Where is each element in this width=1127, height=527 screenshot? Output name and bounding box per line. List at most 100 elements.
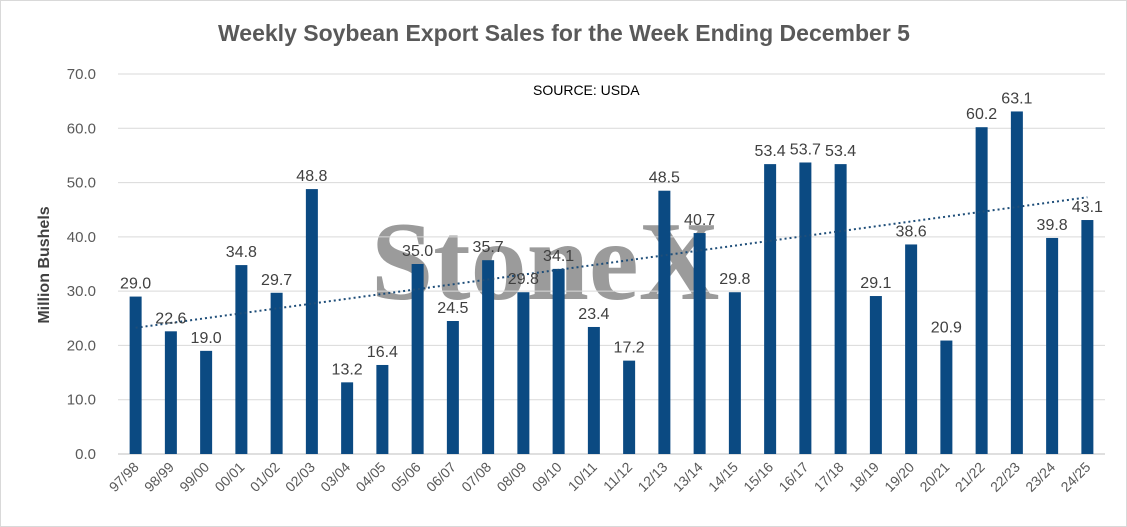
bar — [482, 260, 495, 454]
x-tick-label: 12/13 — [634, 459, 670, 495]
data-labels: 29.022.6 19.0 34.829.7 48.8 13.216.4 35.0 24.5… — [120, 90, 1103, 378]
bar — [270, 292, 283, 454]
bar — [1010, 111, 1023, 454]
data-label: 22.6 — [155, 310, 186, 327]
y-tick-label: 50.0 — [67, 175, 96, 192]
y-tick-label: 30.0 — [67, 283, 96, 300]
y-tick-label: 70.0 — [67, 66, 96, 83]
y-axis-ticks: 0.0 10.0 20.0 30.0 40.0 50.0 60.0 70.0 — [67, 66, 96, 463]
x-tick-label: 10/11 — [565, 459, 601, 495]
data-label: 29.0 — [120, 276, 151, 293]
data-label: 24.5 — [437, 300, 468, 317]
bar — [200, 350, 213, 454]
x-tick-label: 15/16 — [740, 459, 776, 495]
x-tick-label: 02/03 — [282, 459, 318, 495]
trendline — [135, 196, 1088, 329]
data-label: 63.1 — [1001, 90, 1032, 107]
bar — [164, 331, 177, 454]
bar — [341, 382, 354, 454]
data-label: 19.0 — [191, 330, 222, 347]
bar — [235, 265, 248, 454]
bar — [728, 292, 741, 454]
bar — [411, 264, 424, 454]
bar — [905, 244, 918, 454]
data-label: 38.6 — [896, 223, 927, 240]
x-tick-label: 99/00 — [176, 459, 212, 495]
bar — [552, 268, 565, 454]
x-tick-label: 19/20 — [881, 459, 917, 495]
x-tick-label: 03/04 — [317, 459, 353, 495]
bar — [869, 296, 882, 454]
chart-title: Weekly Soybean Export Sales for the Week… — [218, 20, 910, 46]
bar — [129, 296, 142, 454]
y-tick-label: 10.0 — [67, 392, 96, 409]
x-tick-label: 11/12 — [600, 459, 636, 495]
bar — [623, 360, 636, 454]
x-tick-label: 13/14 — [670, 459, 706, 495]
x-tick-label: 24/25 — [1057, 459, 1093, 495]
bar — [446, 321, 459, 454]
data-label: 53.7 — [790, 141, 821, 158]
data-label: 35.0 — [402, 243, 433, 260]
data-label: 29.7 — [261, 272, 292, 289]
bar — [1081, 220, 1094, 454]
data-label: 39.8 — [1037, 217, 1068, 234]
x-tick-label: 04/05 — [352, 459, 388, 495]
data-label: 60.2 — [966, 106, 997, 123]
bar — [834, 164, 847, 454]
bar — [376, 364, 389, 454]
data-label: 29.1 — [860, 275, 891, 292]
x-tick-label: 00/01 — [211, 459, 247, 495]
x-tick-label: 17/18 — [811, 459, 847, 495]
data-label: 13.2 — [332, 361, 363, 378]
bar — [975, 127, 988, 454]
data-label: 48.5 — [649, 170, 680, 187]
bars — [129, 111, 1094, 455]
x-tick-label: 18/19 — [846, 459, 882, 495]
trendline-group — [135, 196, 1088, 329]
data-label: 53.4 — [755, 143, 786, 160]
x-tick-label: 97/98 — [106, 459, 142, 495]
x-tick-label: 16/17 — [775, 459, 811, 495]
x-tick-label: 09/10 — [529, 459, 565, 495]
bar — [940, 340, 953, 454]
x-tick-label: 14/15 — [705, 459, 741, 495]
bar — [693, 233, 706, 454]
x-tick-label: 07/08 — [458, 459, 494, 495]
bar — [305, 189, 318, 455]
data-label: 23.4 — [578, 306, 609, 323]
data-label: 40.7 — [684, 212, 715, 229]
data-label: 20.9 — [931, 320, 962, 337]
y-tick-label: 60.0 — [67, 120, 96, 137]
y-axis-label: Million Bushels — [36, 206, 53, 323]
data-label: 43.1 — [1072, 199, 1103, 216]
bar — [1046, 237, 1059, 454]
x-tick-label: 01/02 — [247, 459, 283, 495]
x-tick-label: 21/22 — [952, 459, 988, 495]
x-axis-ticks: 97/98 98/99 99/00 00/01 01/02 02/03 03/04 04/05… — [106, 459, 1094, 495]
bar — [587, 326, 600, 454]
y-tick-label: 20.0 — [67, 337, 96, 354]
x-tick-label: 06/07 — [423, 459, 459, 495]
x-tick-label: 05/06 — [388, 459, 424, 495]
y-tick-label: 40.0 — [67, 229, 96, 246]
source-note: SOURCE: USDA — [533, 82, 640, 98]
data-label: 53.4 — [825, 143, 856, 160]
x-tick-label: 23/24 — [1022, 459, 1058, 495]
data-label: 29.8 — [508, 271, 539, 288]
bar — [799, 162, 812, 454]
data-label: 35.7 — [473, 239, 504, 256]
data-label: 16.4 — [367, 344, 398, 361]
bar — [517, 292, 530, 454]
data-label: 48.8 — [296, 168, 327, 185]
y-tick-label: 0.0 — [75, 446, 96, 463]
data-label: 34.1 — [543, 248, 574, 265]
x-tick-label: 08/09 — [493, 459, 529, 495]
x-tick-label: 98/99 — [141, 459, 177, 495]
x-tick-label: 22/23 — [987, 459, 1023, 495]
data-label: 34.8 — [226, 244, 257, 261]
bar — [764, 164, 777, 454]
bar — [658, 190, 671, 454]
